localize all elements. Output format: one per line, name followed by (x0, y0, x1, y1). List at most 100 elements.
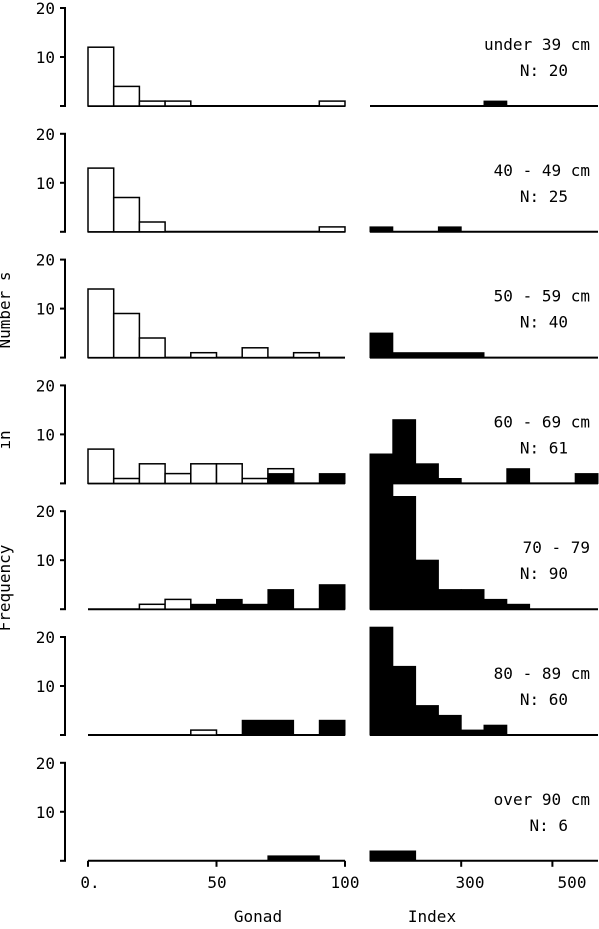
x-tick-label-100: 100 (331, 873, 360, 892)
y-tick-label-5-20: 20 (36, 628, 55, 647)
bar-right-4-3 (437, 589, 462, 610)
bar-left-3-2 (138, 463, 166, 485)
bar-left-3-9 (318, 473, 346, 484)
panel-n-label-1: N: 25 (520, 187, 568, 206)
y-tick-label-3-20: 20 (36, 376, 55, 395)
x-axis-label-gonad: Gonad (234, 907, 282, 925)
panel-size-label-2: 50 - 59 cm (494, 287, 590, 306)
bar-right-3-5 (574, 473, 599, 484)
bar-left-4-0 (138, 603, 166, 610)
bar-right-2-0 (369, 332, 394, 359)
bar-left-2-0 (87, 288, 115, 359)
panel-size-label-6: over 90 cm (494, 790, 590, 809)
y-tick-label-3-10: 10 (36, 425, 55, 444)
bar-left-3-1 (112, 477, 141, 485)
y-axis-label-in: in (0, 430, 14, 449)
bar-right-3-4 (506, 468, 531, 484)
bar-left-4-5 (267, 589, 295, 610)
bar-left-3-6 (241, 477, 269, 485)
bar-left-1-1 (112, 196, 141, 233)
bar-right-4-4 (460, 589, 485, 610)
panel-2: 10 20 50 - 59 cm N: 40 (36, 251, 598, 359)
x-tick-label-50: 50 (207, 873, 226, 892)
bar-right-4-0 (369, 466, 394, 610)
bar-left-4-1 (164, 598, 192, 610)
bar-right-4-2 (415, 559, 439, 610)
y-tick-label-5-10: 10 (36, 677, 55, 696)
bar-right-5-0 (369, 626, 394, 736)
bar-right-0-0 (483, 100, 508, 107)
bar-left-1-3 (318, 226, 346, 233)
bar-right-4-1 (392, 496, 417, 610)
bar-left-3-0 (87, 448, 115, 485)
bar-left-0-2 (138, 100, 166, 107)
x-tick-label-0: 0. (80, 873, 99, 892)
bar-right-3-2 (415, 463, 439, 484)
bar-left-6-0 (267, 855, 320, 862)
bar-right-5-3 (437, 714, 462, 736)
bar-right-3-1 (392, 419, 417, 484)
y-tick-label-4-10: 10 (36, 551, 55, 570)
y-tick-label-2-20: 20 (36, 251, 55, 270)
bar-right-6-0 (369, 850, 417, 862)
bar-right-5-2 (415, 705, 439, 736)
bar-left-3-3 (164, 472, 192, 485)
panel-size-label-1: 40 - 49 cm (494, 161, 590, 180)
y-tick-label-2-10: 10 (36, 300, 55, 319)
bar-right-4-5 (483, 598, 508, 610)
bar-left-5-1 (241, 719, 295, 736)
bar-left-2-5 (292, 351, 321, 359)
bar-right-2-1 (392, 352, 485, 359)
bar-right-5-4 (460, 729, 485, 736)
panel-0: 10 20 under 39 cm N: 20 (36, 0, 598, 107)
panel-size-label-3: 60 - 69 cm (494, 412, 590, 431)
y-axis-label-frequency: Frequency (0, 544, 14, 631)
y-tick-label-4-20: 20 (36, 502, 55, 521)
bar-left-0-1 (112, 85, 141, 107)
bar-left-0-4 (318, 100, 346, 107)
bar-left-3-5 (215, 463, 243, 485)
y-tick-label-1-20: 20 (36, 125, 55, 144)
y-tick-label-1-10: 10 (36, 174, 55, 193)
panel-size-label-5: 80 - 89 cm (494, 664, 590, 683)
panel-6: 10 20 over 90 cm N: 6 (36, 754, 598, 862)
panel-size-label-4: 70 - 79 (523, 538, 590, 557)
panel-3: 10 20 60 - 69 cm N: 61 (36, 376, 599, 485)
bar-left-1-2 (138, 221, 166, 233)
bar-left-0-0 (87, 46, 115, 107)
bar-right-1-1 (437, 226, 462, 233)
bar-right-5-1 (392, 665, 417, 736)
bar-right-5-5 (483, 724, 508, 736)
panel-size-label-0: under 39 cm (484, 35, 590, 54)
x-tick-label-300: 300 (456, 873, 485, 892)
panel-n-label-5: N: 60 (520, 690, 568, 709)
bar-left-4-6 (318, 584, 346, 610)
bar-left-3-8 (267, 473, 295, 484)
bar-left-5-2 (318, 719, 346, 736)
y-tick-label-0-10: 10 (36, 48, 55, 67)
bar-right-3-3 (437, 478, 462, 484)
bar-left-2-1 (112, 312, 141, 359)
bar-left-2-4 (241, 347, 269, 359)
panel-1: 10 20 40 - 49 cm N: 25 (36, 125, 598, 233)
bar-left-2-2 (138, 337, 166, 359)
panel-n-label-0: N: 20 (520, 61, 568, 80)
y-axis-label-numbers: Number s (0, 271, 14, 348)
bar-left-3-4 (190, 463, 218, 485)
bar-left-0-3 (164, 100, 192, 107)
bar-right-1-0 (369, 226, 394, 233)
panel-5: 10 20 80 - 89 cm N: 60 (36, 626, 598, 736)
panel-n-label-4: N: 90 (520, 564, 568, 583)
y-tick-label-6-10: 10 (36, 803, 55, 822)
y-tick-label-6-20: 20 (36, 754, 55, 773)
panel-n-label-2: N: 40 (520, 313, 568, 332)
bar-left-2-3 (190, 351, 218, 359)
bar-left-4-4 (241, 603, 269, 610)
bar-left-1-0 (87, 167, 115, 233)
bar-left-5-0 (190, 729, 218, 736)
bar-left-4-3 (216, 598, 243, 610)
panel-n-label-3: N: 61 (520, 438, 568, 457)
